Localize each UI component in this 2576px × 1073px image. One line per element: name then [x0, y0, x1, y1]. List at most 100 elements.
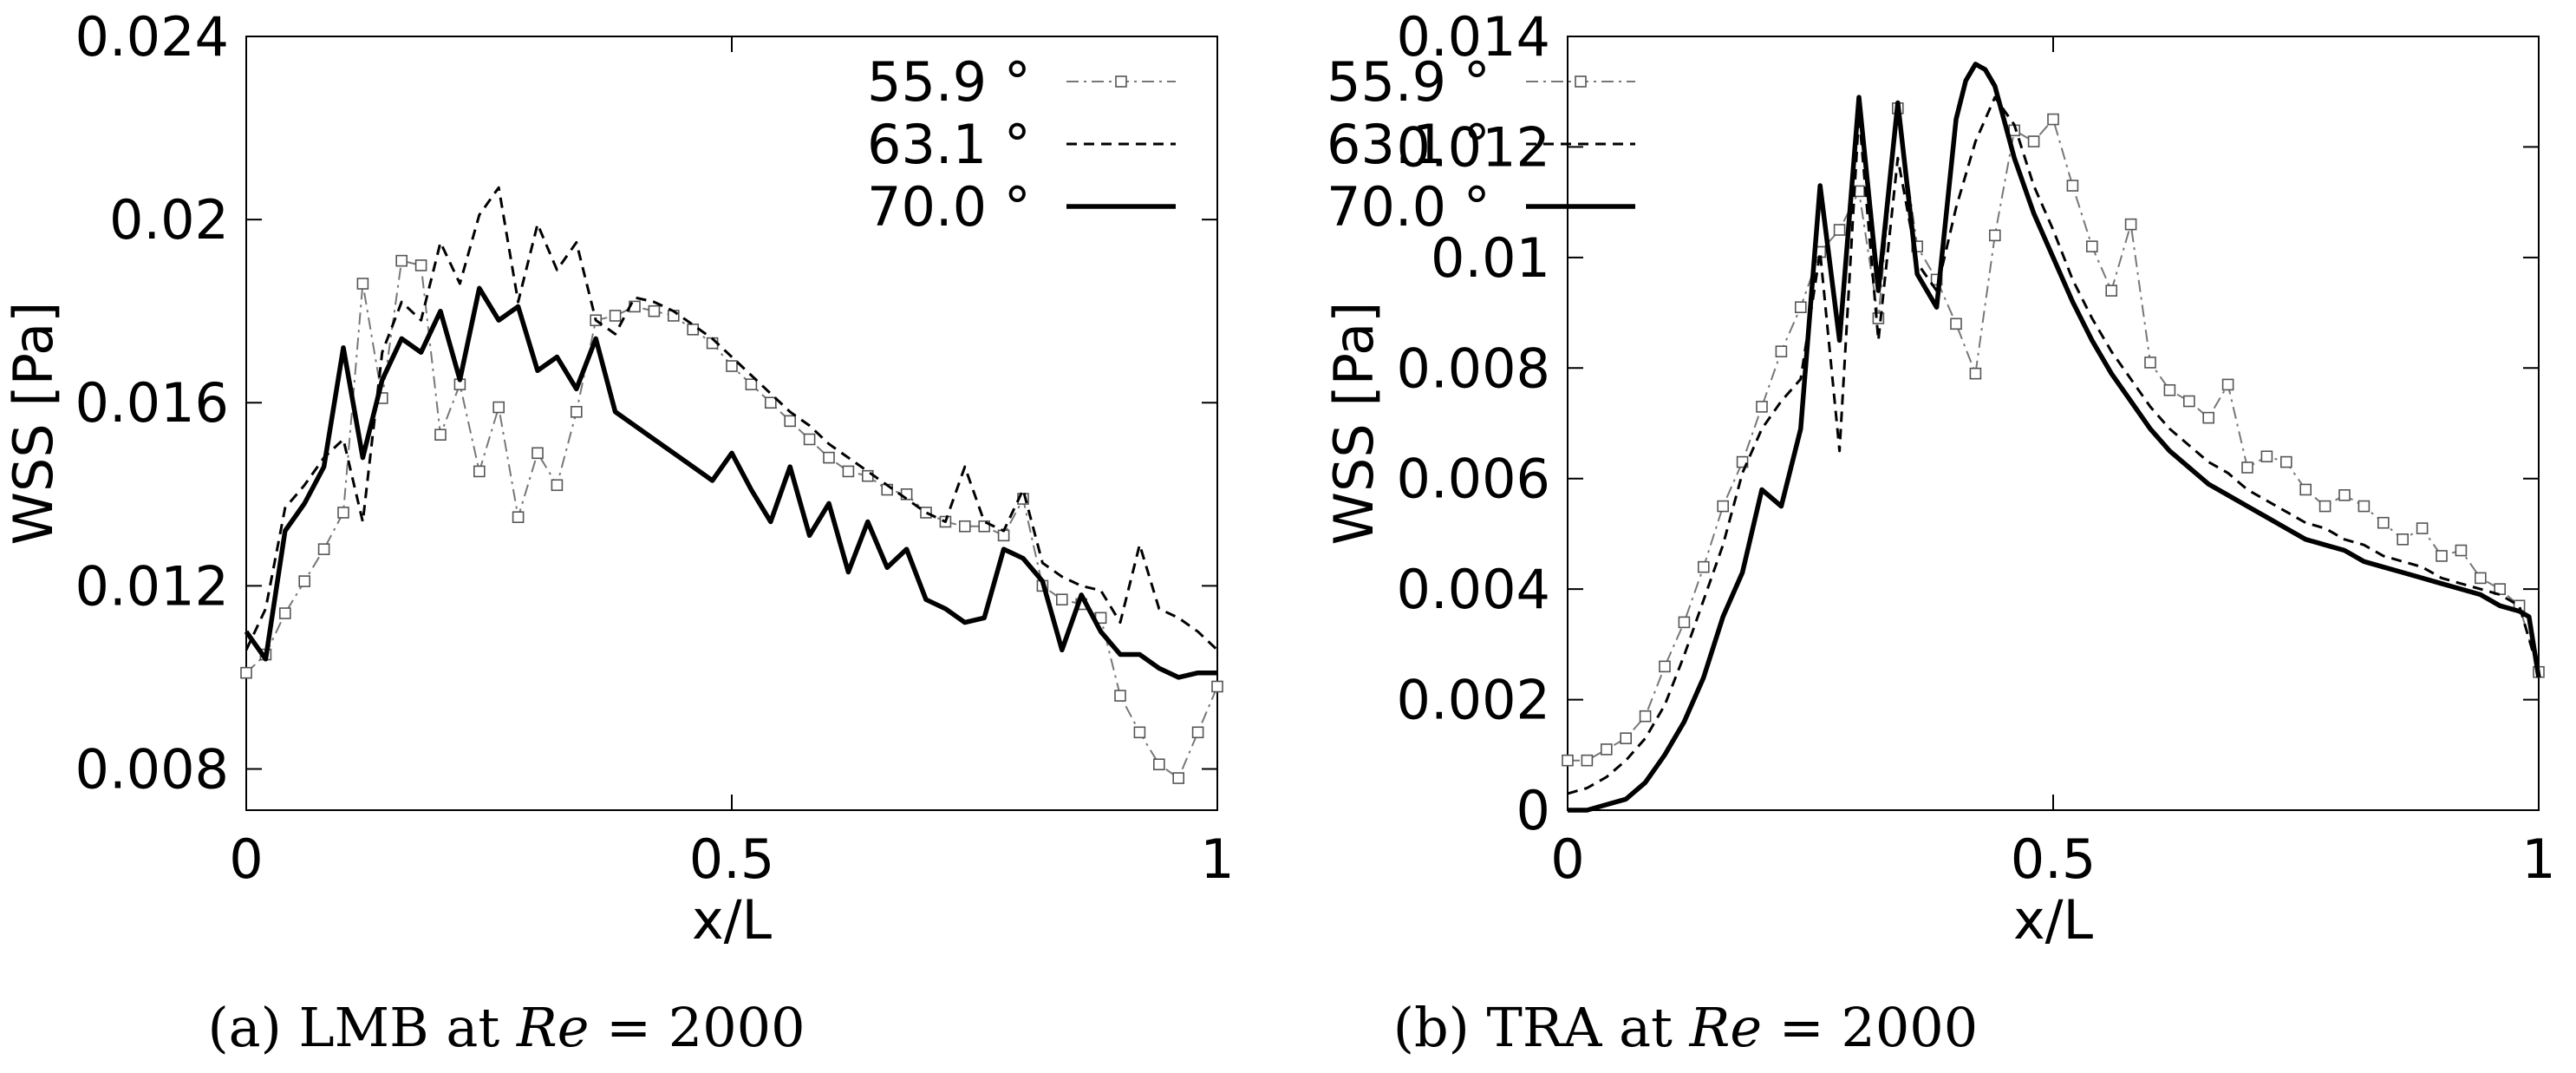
- data-point-square: [1153, 758, 1165, 771]
- x-axis-label: x/L: [2013, 888, 2094, 952]
- data-point-square: [551, 479, 564, 492]
- data-point-square: [512, 511, 525, 524]
- data-point-square: [1114, 690, 1126, 702]
- data-point-square: [1639, 710, 1652, 723]
- caption-b: (b) TRA at Re = 2000: [1392, 996, 1979, 1059]
- data-point-square: [2047, 113, 2059, 126]
- series-line-dashdot-square: [245, 259, 1218, 780]
- x-tick-label: 1: [2521, 828, 2555, 891]
- legend-marker-square: [1575, 75, 1587, 88]
- y-tick-label: 0.012: [1397, 115, 1551, 179]
- data-point-square: [1172, 772, 1184, 784]
- data-point-square: [2318, 500, 2331, 513]
- data-point-square: [278, 607, 291, 619]
- legend-marker-square: [1115, 75, 1127, 88]
- y-tick-label: 0.006: [1397, 448, 1551, 511]
- legend-label: 70.0 °: [1327, 175, 1490, 239]
- data-point-square: [2358, 500, 2371, 513]
- series-line-dashed: [245, 186, 1219, 651]
- series-line-dashdot-square: [1568, 107, 2540, 762]
- y-tick-label: 0.016: [75, 371, 230, 435]
- y-tick-label: 0.012: [75, 554, 230, 618]
- data-point-square: [2436, 550, 2448, 562]
- data-point-square: [2299, 483, 2312, 496]
- data-point-square: [356, 278, 369, 290]
- legend-label: 55.9 °: [867, 50, 1031, 114]
- data-point-square: [2397, 533, 2409, 546]
- legend-label: 63.1 °: [1327, 113, 1490, 176]
- data-point-square: [842, 465, 855, 478]
- data-point-square: [1833, 224, 1846, 236]
- x-axis-label: x/L: [692, 888, 773, 952]
- data-point-square: [823, 451, 835, 464]
- data-point-square: [1620, 732, 1632, 744]
- data-point-square: [1659, 660, 1671, 673]
- data-point-square: [473, 465, 486, 478]
- x-tick-label: 0: [1550, 828, 1584, 891]
- plot-frame: [1567, 36, 2540, 811]
- data-point-square: [2202, 411, 2214, 424]
- y-tick-label: 0.004: [1397, 558, 1551, 621]
- data-point-square: [861, 469, 874, 482]
- data-point-square: [726, 360, 738, 372]
- series-line-solid-thick: [1568, 62, 2541, 813]
- data-point-square: [298, 575, 311, 587]
- y-tick-label: 0.014: [1397, 5, 1551, 69]
- data-point-square: [2377, 516, 2390, 529]
- data-point-square: [434, 429, 447, 441]
- data-point-square: [2066, 180, 2079, 192]
- data-point-square: [2086, 240, 2098, 252]
- data-point-square: [1775, 345, 1788, 357]
- data-point-square: [2280, 455, 2292, 468]
- data-point-square: [1133, 726, 1146, 739]
- data-point-square: [1211, 680, 1223, 693]
- caption-a: (a) LMB at Re = 2000: [207, 996, 805, 1059]
- data-point-square: [492, 401, 505, 414]
- y-tick-label: 0: [1516, 779, 1550, 842]
- data-point-square: [2241, 461, 2253, 474]
- y-tick-label: 0.008: [75, 737, 230, 801]
- data-point-square: [1601, 743, 1613, 756]
- chart-panel-b: 0 0.002 0.004 0.006 0.008 0.01 0.012 0.014 0 0.5 1…: [1322, 5, 2556, 952]
- data-point-square: [745, 378, 758, 390]
- data-point-square: [687, 323, 700, 336]
- data-point-square: [1581, 754, 1594, 767]
- data-point-square: [1698, 560, 1710, 573]
- y-tick-label: 0.01: [1431, 226, 1550, 290]
- data-point-square: [2221, 378, 2234, 391]
- data-point-square: [920, 507, 932, 519]
- x-tick-label: 1: [1200, 828, 1234, 891]
- data-point-square: [2124, 218, 2137, 231]
- data-point-square: [240, 666, 252, 679]
- data-point-square: [2475, 572, 2487, 585]
- data-point-square: [609, 310, 622, 322]
- legend-label: 55.9 °: [1327, 50, 1490, 114]
- data-point-square: [648, 304, 661, 317]
- y-tick-label: 0.002: [1397, 669, 1551, 732]
- data-point-square: [1678, 616, 1691, 629]
- data-point-square: [532, 447, 544, 460]
- data-point-square: [2260, 450, 2273, 463]
- data-point-square: [764, 396, 777, 409]
- data-point-square: [1795, 301, 1807, 314]
- data-point-square: [1950, 317, 1962, 330]
- legend-label: 70.0 °: [867, 175, 1031, 239]
- data-point-square: [2105, 285, 2117, 297]
- x-tick-label: 0: [229, 828, 263, 891]
- data-point-square: [1191, 726, 1204, 739]
- data-point-square: [317, 543, 330, 555]
- data-point-square: [395, 254, 408, 267]
- data-point-square: [2494, 583, 2506, 595]
- data-point-square: [1056, 593, 1068, 606]
- data-point-square: [1989, 229, 2001, 242]
- data-point-square: [1969, 367, 1982, 380]
- data-point-square: [1756, 401, 1768, 413]
- data-point-square: [2416, 522, 2429, 534]
- data-point-square: [959, 520, 971, 533]
- data-point-square: [1562, 754, 1574, 767]
- series-line-solid-thick: [244, 285, 1217, 680]
- y-tick-label: 0.008: [1397, 337, 1551, 400]
- data-point-square: [337, 507, 349, 519]
- data-point-square: [414, 259, 427, 272]
